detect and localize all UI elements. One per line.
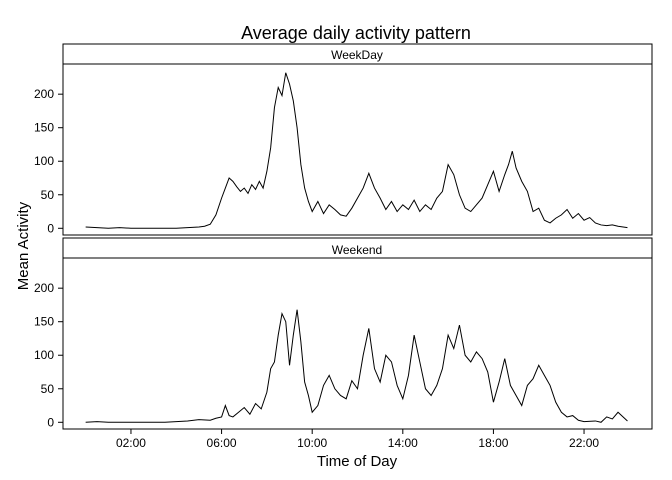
y-tick-label-weekday-50: 50 (41, 188, 55, 202)
x-axis-title: Time of Day (317, 453, 398, 470)
chart-title: Average daily activity pattern (241, 23, 471, 43)
x-tick-label-1400: 14:00 (388, 436, 418, 450)
y-tick-label-weekend-50: 50 (41, 382, 55, 396)
x-tick-label-2200: 22:00 (569, 436, 599, 450)
y-tick-label-weekend-100: 100 (34, 348, 54, 362)
y-tick-label-weekday-150: 150 (34, 121, 54, 135)
y-tick-label-weekday-100: 100 (34, 154, 54, 168)
y-tick-label-weekend-150: 150 (34, 315, 54, 329)
x-tick-label-0200: 02:00 (116, 436, 146, 450)
panel-weekday: WeekDay 0 50 100 150 200 (34, 43, 653, 236)
x-axis: 02:00 06:00 10:00 14:00 18:00 22:00 (116, 429, 599, 450)
strip-label-weekend: Weekend (332, 243, 382, 257)
y-tick-label-weekday-200: 200 (34, 87, 54, 101)
y-tick-label-weekend-200: 200 (34, 281, 54, 295)
series-line-weekend (85, 309, 628, 423)
panel-weekend: Weekend 0 50 100 150 200 (34, 237, 653, 430)
y-tick-label-weekend-0: 0 (47, 415, 54, 429)
plot-frame-weekday (62, 63, 653, 236)
y-axis-title: Mean Activity (15, 201, 32, 290)
x-tick-label-0600: 06:00 (207, 436, 237, 450)
y-axis-weekday: 0 50 100 150 200 (34, 87, 63, 235)
y-axis-weekend: 0 50 100 150 200 (34, 281, 63, 429)
strip-label-weekday: WeekDay (331, 48, 383, 62)
plot-frame-weekend (62, 257, 653, 430)
series-line-weekday (85, 72, 628, 229)
x-tick-label-1800: 18:00 (478, 436, 508, 450)
y-tick-label-weekday-0: 0 (47, 221, 54, 235)
x-tick-label-1000: 10:00 (297, 436, 327, 450)
